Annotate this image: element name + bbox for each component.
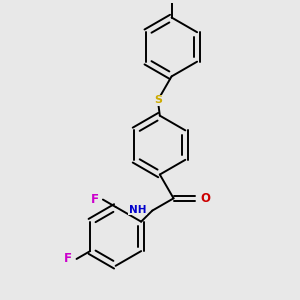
Text: F: F — [91, 193, 99, 206]
Text: NH: NH — [129, 205, 146, 214]
Text: F: F — [64, 252, 72, 266]
Text: O: O — [200, 192, 210, 205]
Text: S: S — [154, 95, 162, 105]
